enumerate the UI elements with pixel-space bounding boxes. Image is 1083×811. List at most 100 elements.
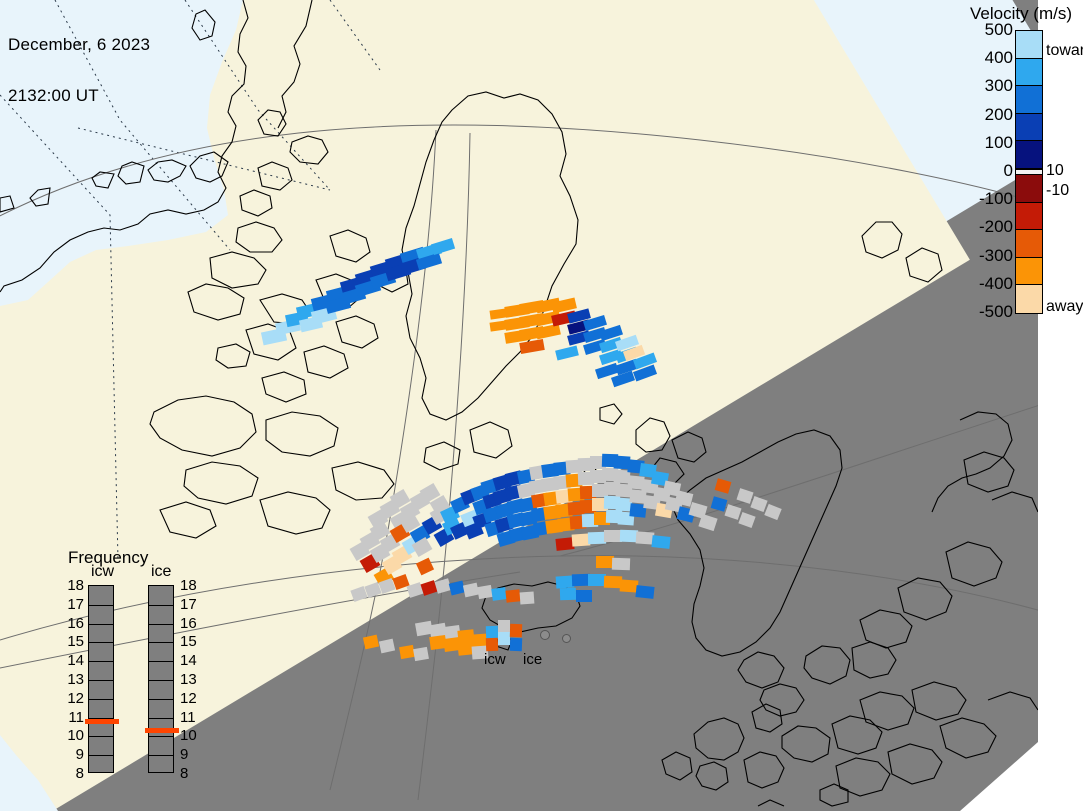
frequency-gridline [89, 717, 113, 719]
frequency-tick-label: 17 [67, 595, 84, 613]
radar-cell [519, 338, 545, 355]
radar-cell [505, 589, 521, 603]
colorbar-band [1016, 58, 1042, 87]
graticule-dotted [0, 0, 381, 561]
frequency-gridline [149, 755, 173, 757]
radar-cell [736, 488, 754, 504]
frequency-gridline [149, 680, 173, 681]
daylight-ocean-overlay [0, 0, 243, 811]
frequency-gridline [149, 623, 173, 625]
radar-site-marker-icw[interactable] [540, 630, 550, 640]
colorbar-tick-label: 500 [984, 20, 1013, 39]
colorbar-band [1016, 257, 1042, 286]
colorbar-band [1016, 285, 1042, 313]
frequency-tick-label: 13 [67, 671, 84, 688]
timestamp-block: December, 6 2023 2132:00 UT [8, 2, 150, 138]
frequency-tick-label: 10 [180, 727, 197, 745]
colorbar-band [1016, 202, 1042, 231]
colorbar-toward-label: toward [1046, 42, 1083, 59]
colorbar-tick-label: -100 [978, 189, 1013, 209]
radar-cell [491, 587, 507, 601]
radar-cell [651, 535, 671, 549]
radar-cell [698, 513, 718, 532]
radar-cell [485, 637, 499, 652]
radar-cell [413, 646, 429, 662]
frequency-title: Frequency [68, 548, 149, 567]
radar-cell [635, 585, 655, 599]
colorbar-title: Velocity (m/s) [970, 4, 1073, 23]
site-label-ice: ice [523, 651, 543, 668]
frequency-tick-label: 14 [67, 652, 84, 670]
radar-site-marker-ice[interactable] [562, 634, 571, 643]
frequency-tick-label: 12 [67, 689, 84, 707]
frequency-gridline [89, 642, 113, 644]
frequency-bar-icw[interactable] [85, 585, 119, 773]
radar-cell [519, 591, 535, 605]
frequency-gridline [149, 736, 173, 738]
radar-cell [588, 574, 606, 586]
colorbar-band [1016, 141, 1042, 169]
radar-cell [498, 620, 510, 633]
frequency-tick-label: 12 [180, 689, 197, 707]
frequency-legend: Frequency icw 18 17 16 15 14 13 12 11 10 9 8 ice 1… [60, 548, 200, 788]
frequency-gridline [149, 604, 173, 606]
colorbar-band [1016, 86, 1042, 114]
radar-cell [764, 503, 782, 521]
frequency-gridline [89, 661, 113, 663]
frequency-gridline [89, 604, 113, 606]
frequency-gridline [149, 661, 173, 663]
colorbar-tick-label: 200 [984, 104, 1013, 124]
frequency-gridline [89, 755, 113, 757]
radar-cell [498, 632, 510, 645]
colorbar-tick-label: 0 [1003, 161, 1013, 180]
frequency-tick-label: 9 [75, 746, 84, 764]
colorbar-tick-label: -400 [978, 273, 1013, 293]
colorbar-gradient[interactable] [1015, 30, 1043, 314]
frequency-tick-label: 15 [67, 633, 84, 651]
colorbar-tick-label: -500 [978, 302, 1013, 321]
frequency-scale-icw: 18 17 16 15 14 13 12 11 10 9 8 [67, 578, 114, 781]
radar-cell [509, 637, 523, 652]
frequency-gridline [149, 698, 173, 700]
radar-cell [710, 496, 728, 512]
radar-velocity-cells [260, 238, 782, 662]
frequency-gridline [89, 623, 113, 625]
frequency-gridline [89, 736, 113, 738]
radar-cell [559, 587, 577, 601]
colorbar-tick-label: 100 [984, 132, 1013, 152]
radar-cell [362, 634, 380, 650]
colorbar-tick-label: 300 [984, 76, 1013, 96]
frequency-tick-label: 11 [180, 708, 196, 726]
coastlines [0, 0, 1038, 807]
frequency-tick-label: 18 [180, 577, 197, 594]
radar-cell [714, 478, 732, 494]
frequency-tick-label: 14 [180, 652, 197, 670]
colorbar-band [1016, 230, 1042, 258]
frequency-tick-label: 9 [180, 746, 189, 764]
page-margin-right [1038, 0, 1083, 811]
frequency-label-ice: ice [151, 563, 172, 580]
frequency-gridline [89, 698, 113, 700]
frequency-tick-label: 8 [75, 765, 84, 782]
frequency-tick-label: 17 [180, 595, 197, 613]
frequency-bar-ice[interactable] [145, 585, 179, 773]
colorbar-band [1016, 174, 1042, 203]
frequency-gridline [89, 680, 113, 681]
frequency-tick-label: 11 [68, 708, 84, 726]
colorbar-negative-threshold-label: -10 [1046, 182, 1070, 199]
frequency-marker-ice [145, 727, 179, 733]
colorbar-band [1016, 113, 1042, 142]
frequency-tick-label: 16 [67, 614, 84, 632]
radar-cell [477, 584, 493, 600]
frequency-tick-label: 8 [180, 765, 189, 782]
colorbar-tick-label: -300 [978, 245, 1013, 265]
radar-cell [378, 638, 396, 654]
colorbar-away-label: away [1046, 298, 1083, 315]
colorbar-band [1016, 31, 1042, 59]
radar-cell [611, 557, 631, 571]
radar-cell [724, 504, 742, 520]
colorbar-tick-label: 400 [984, 48, 1013, 68]
frequency-scale-ice: 18 17 16 15 14 13 12 11 10 9 8 [148, 578, 197, 781]
velocity-colorbar: Velocity (m/s) 500 400 300 200 100 0 -100 -200 -… [962, 2, 1083, 332]
